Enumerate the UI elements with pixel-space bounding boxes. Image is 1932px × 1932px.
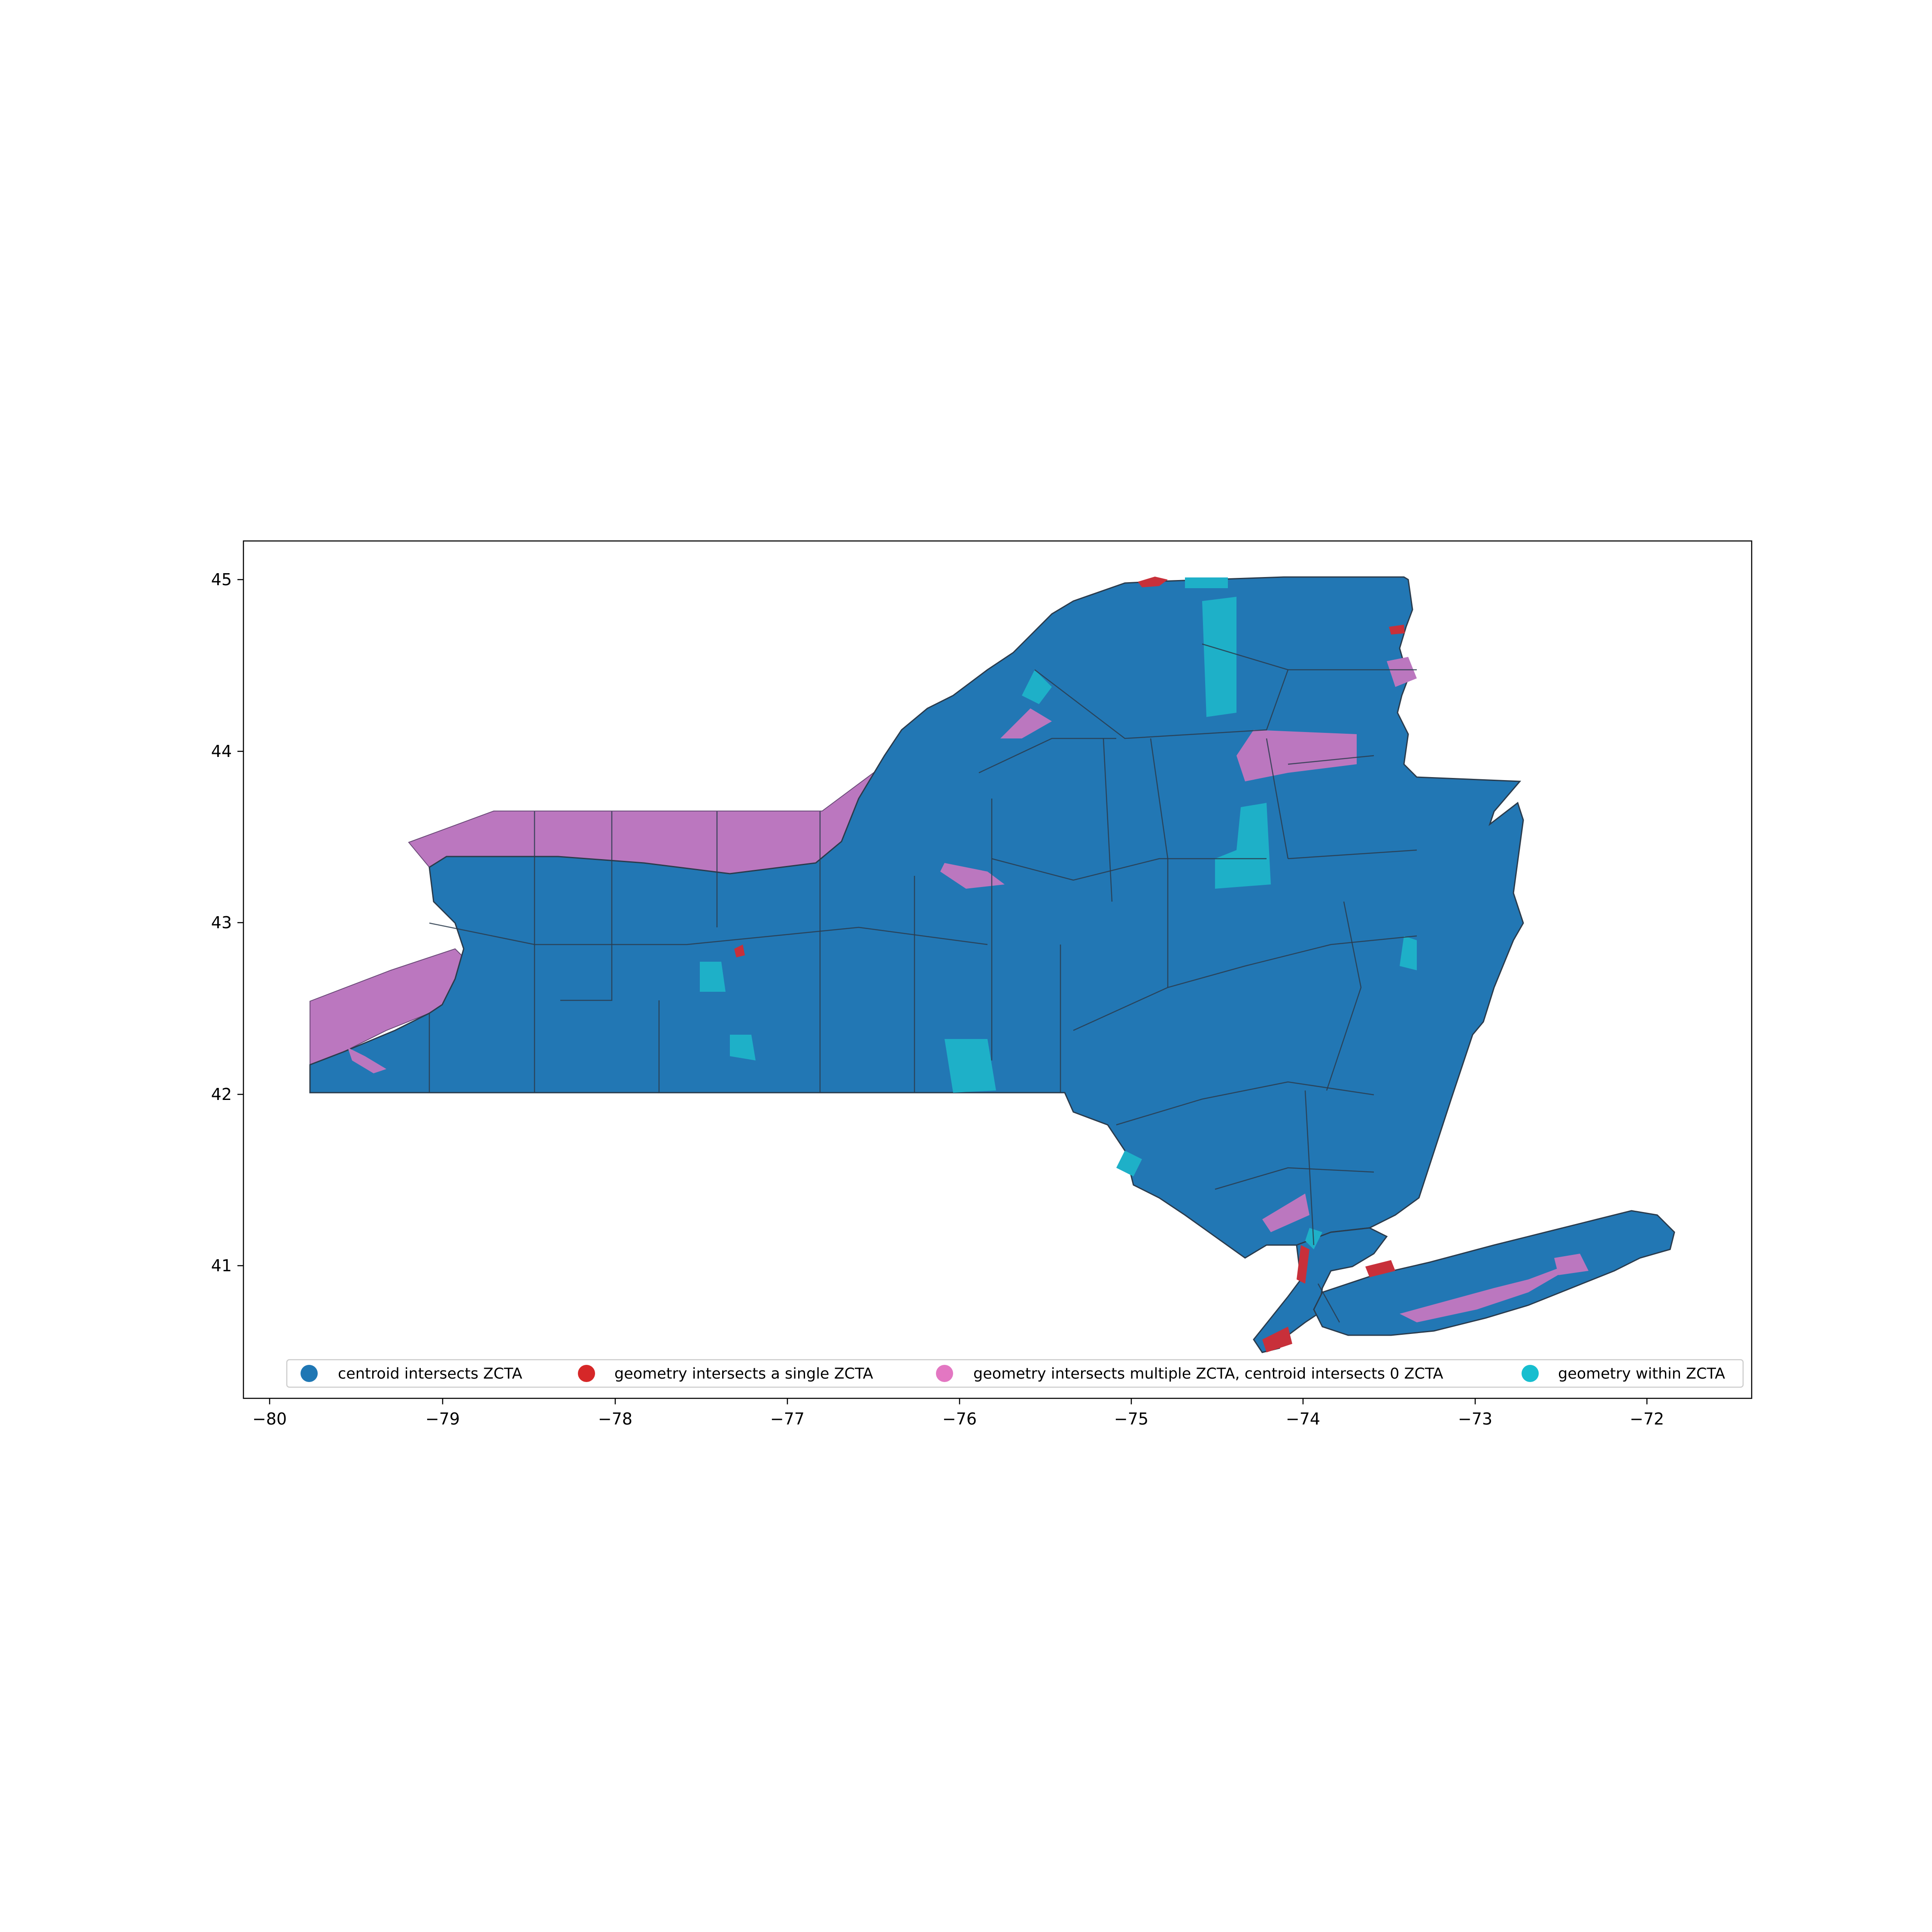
x-tick-label: −76	[942, 1410, 977, 1428]
x-tick-label: −77	[770, 1410, 805, 1428]
within-zcta-patch	[1202, 597, 1236, 717]
single-zcta-patch	[1138, 577, 1168, 587]
multiple-zcta-patch	[348, 1048, 386, 1073]
multiple-zcta-patch	[1387, 657, 1417, 687]
legend-marker	[936, 1365, 953, 1382]
legend-label: geometry intersects a single ZCTA	[614, 1365, 873, 1382]
single-zcta-patch	[1297, 1245, 1309, 1284]
x-axis: −80 −79 −78 −77 −76 −75 −74 −73 −72	[252, 1398, 1664, 1428]
y-tick-label: 43	[211, 913, 232, 932]
multiple-zcta-patch	[1262, 1194, 1309, 1232]
within-zcta-patch	[1215, 803, 1271, 889]
multiple-zcta-patch	[1000, 708, 1052, 738]
x-tick-label: −80	[252, 1410, 287, 1428]
x-tick-label: −75	[1114, 1410, 1148, 1428]
x-tick-label: −79	[425, 1410, 460, 1428]
axes-frame	[243, 540, 1753, 1399]
within-zcta-patch	[700, 962, 726, 992]
legend-label: geometry intersects multiple ZCTA, centr…	[973, 1365, 1443, 1382]
x-tick-label: −74	[1286, 1410, 1320, 1428]
long-island	[1313, 1210, 1675, 1336]
legend: centroid intersects ZCTA geometry inters…	[286, 1359, 1744, 1388]
within-zcta-patch	[1022, 670, 1052, 704]
y-tick-label: 42	[211, 1085, 232, 1104]
y-tick-label: 45	[211, 570, 232, 589]
y-tick-label: 44	[211, 742, 232, 761]
x-tick-label: −78	[598, 1410, 632, 1428]
y-tick-label: 41	[211, 1256, 232, 1275]
x-tick-label: −72	[1630, 1410, 1664, 1428]
legend-marker	[1522, 1365, 1539, 1382]
multiple-zcta-patch	[1400, 1262, 1580, 1322]
map-layer	[309, 576, 1675, 1353]
within-zcta-patch	[1116, 1151, 1142, 1176]
legend-label: geometry within ZCTA	[1558, 1365, 1725, 1382]
x-tick-label: −73	[1458, 1410, 1492, 1428]
within-zcta-patch	[945, 1039, 996, 1093]
within-zcta-patch	[1185, 577, 1228, 588]
multiple-zcta-patch	[1236, 730, 1357, 781]
single-zcta-patch	[1365, 1260, 1395, 1277]
multiple-zcta-patch	[1554, 1254, 1589, 1275]
legend-marker	[301, 1365, 318, 1382]
y-axis: 45 44 43 42 41	[211, 570, 243, 1275]
single-zcta-patch	[1262, 1327, 1292, 1352]
multiple-zcta-patch	[940, 863, 1005, 889]
single-zcta-patch	[1389, 625, 1405, 635]
single-zcta-patch	[734, 945, 745, 957]
legend-box	[286, 1359, 1744, 1388]
legend-label: centroid intersects ZCTA	[338, 1365, 522, 1382]
new-york-city-area	[1253, 1227, 1388, 1353]
legend-marker	[578, 1365, 595, 1382]
county-boundaries	[428, 643, 1417, 1323]
within-zcta-patch	[730, 1035, 756, 1060]
within-zcta-patch	[1400, 936, 1417, 970]
